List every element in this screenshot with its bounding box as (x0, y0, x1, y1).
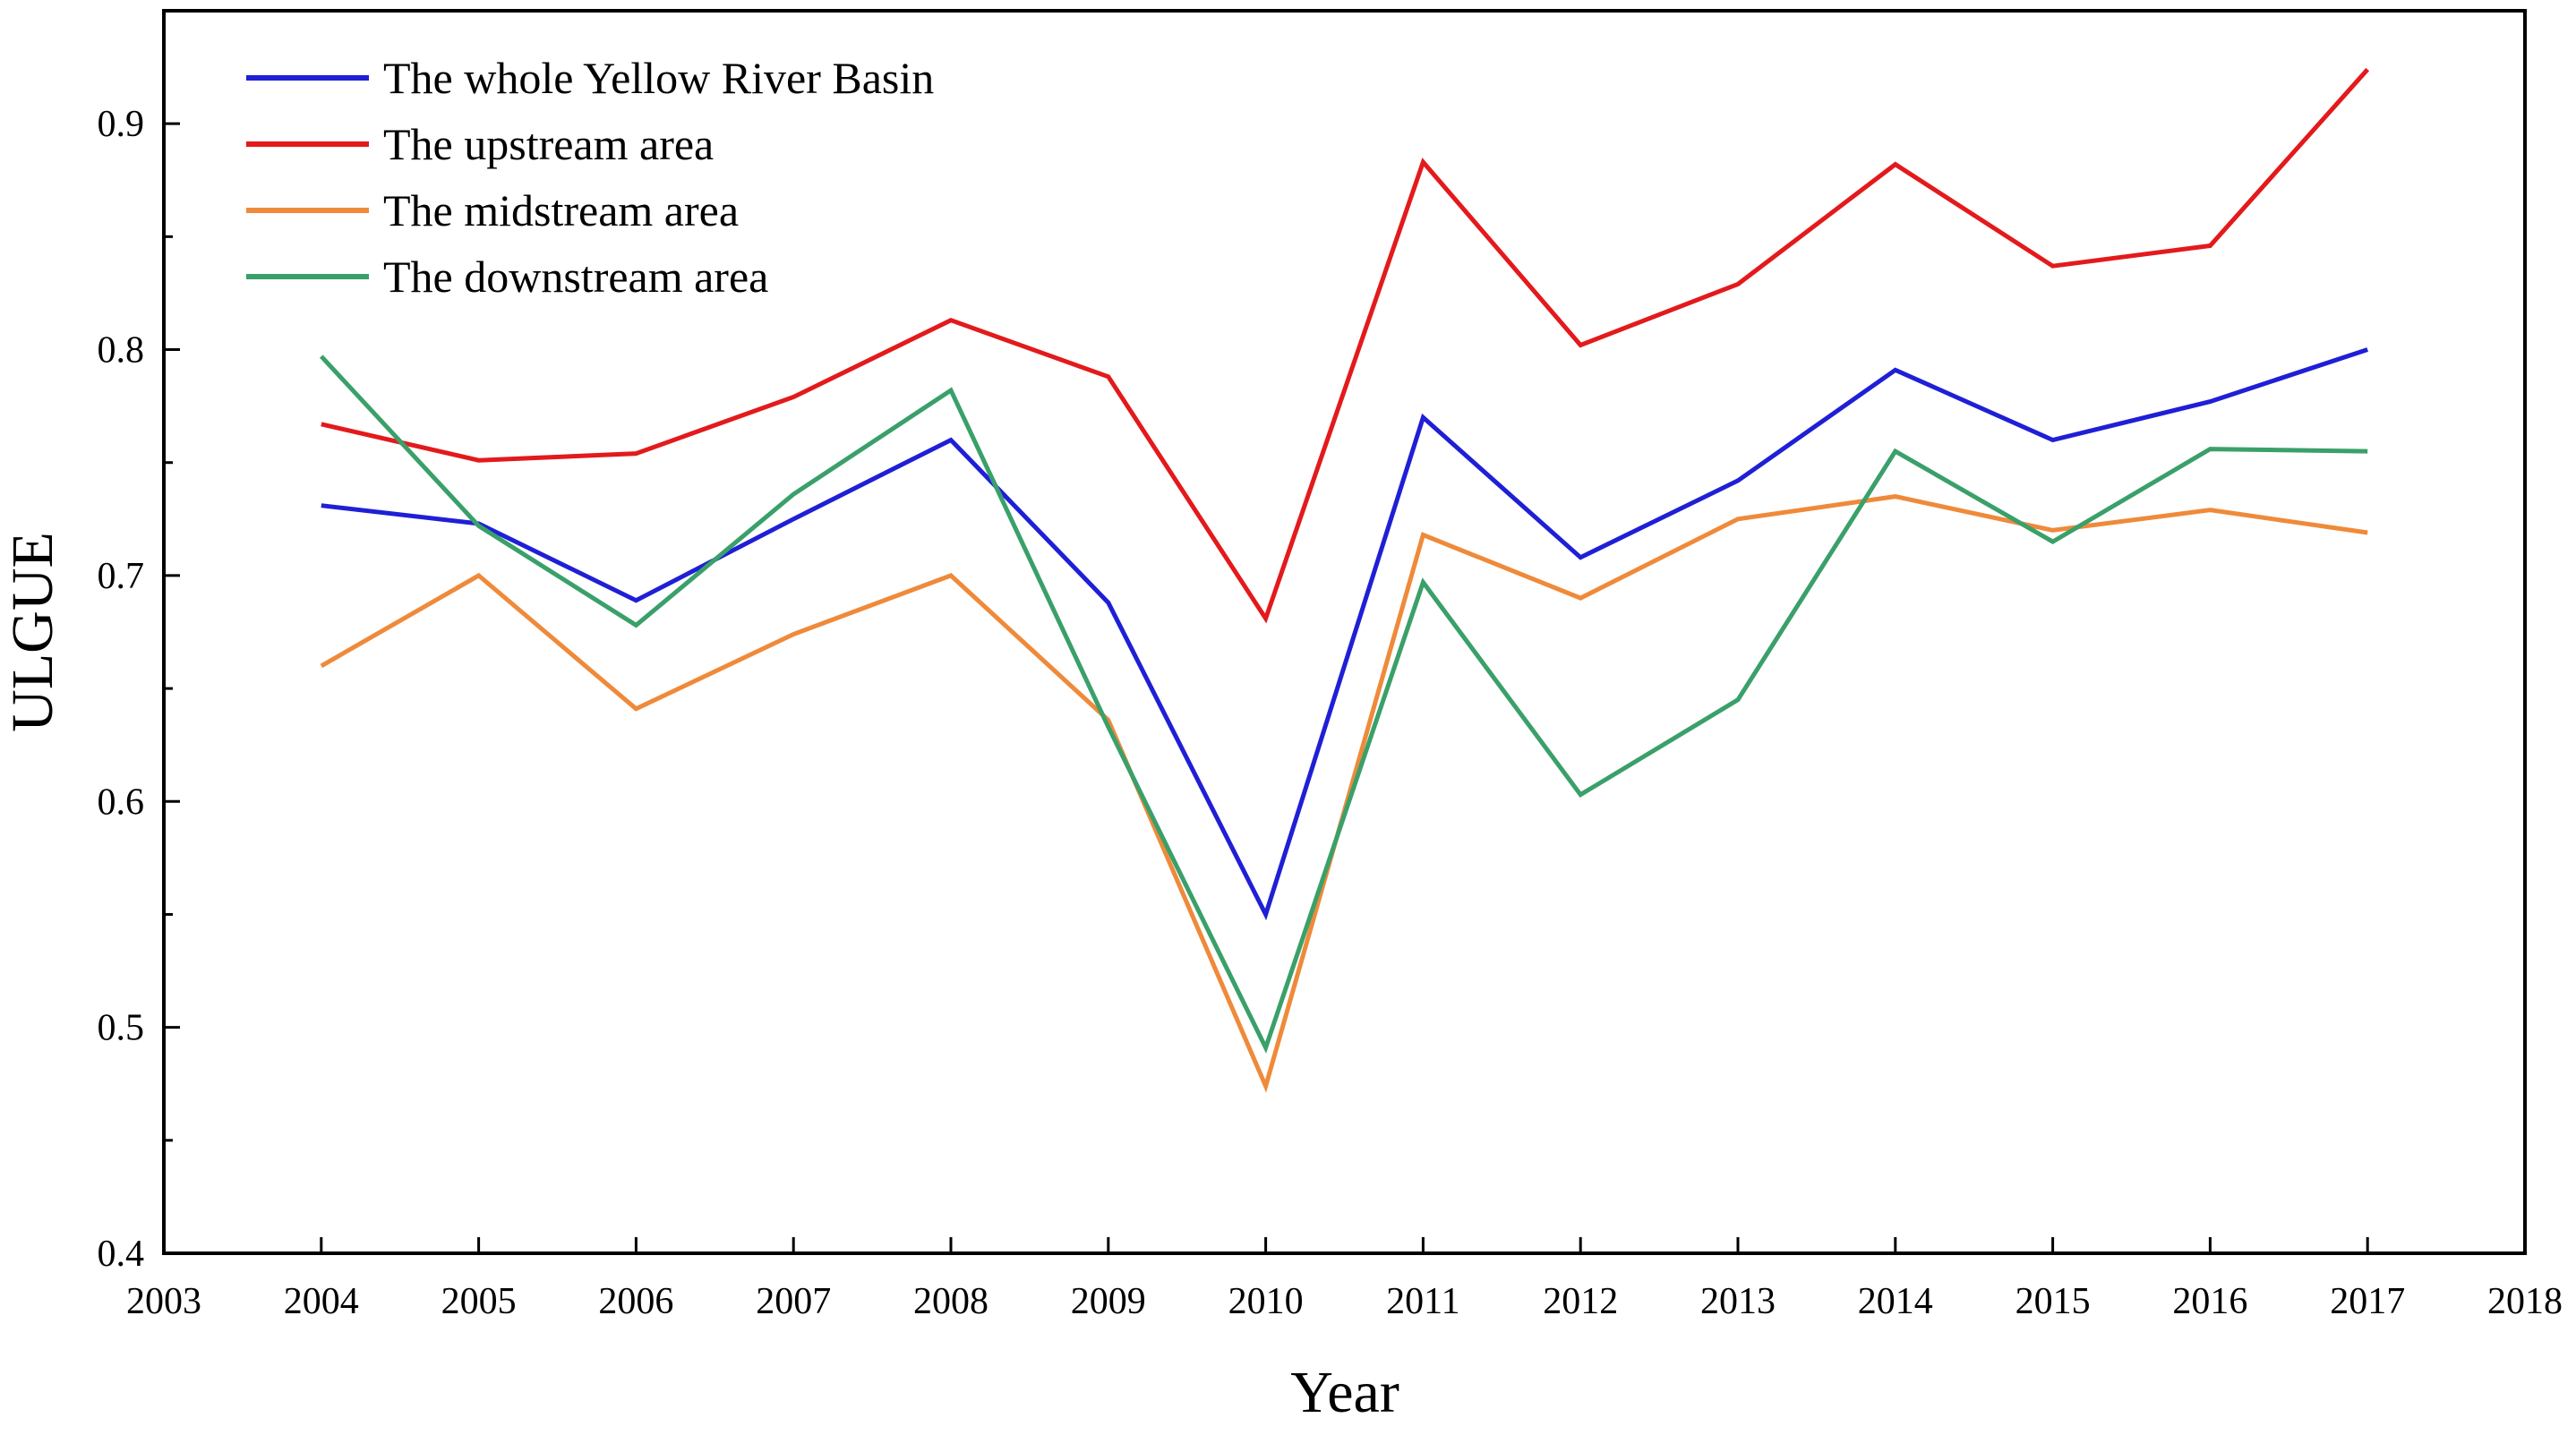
x-tick-label: 2006 (598, 1281, 673, 1322)
x-tick-label: 2013 (1700, 1281, 1776, 1322)
y-tick-label: 0.7 (98, 556, 145, 597)
series-line-1 (321, 347, 2368, 921)
legend-label-1: The whole Yellow River Basin (383, 53, 934, 103)
series-line-2 (321, 67, 2370, 624)
x-axis-title: Year (1290, 1360, 1399, 1425)
plot-frame (162, 9, 2527, 1255)
x-tick-label: 2017 (2330, 1281, 2405, 1322)
y-axis-ticks: 0.4 0.5 0.6 0.7 0.8 0.9 (98, 9, 180, 1275)
series-line-4 (319, 354, 2368, 1054)
series-line-3 (320, 494, 2368, 1093)
x-tick-label: 2005 (441, 1281, 517, 1322)
x-tick-label: 2007 (756, 1281, 831, 1322)
legend-label-3: The midstream area (383, 185, 739, 235)
y-tick-label: 0.4 (98, 1234, 145, 1275)
x-tick-label: 2010 (1228, 1281, 1304, 1322)
x-tick-label: 2016 (2172, 1281, 2247, 1322)
y-tick-label: 0.9 (98, 104, 145, 145)
x-tick-label: 2008 (913, 1281, 988, 1322)
series-layer (319, 67, 2370, 1093)
legend-label-4: The downstream area (383, 252, 768, 302)
legend: The whole Yellow River Basin The upstream… (246, 53, 934, 302)
x-axis-ticks: 2003 2004 2005 2006 2007 2008 2009 2010 2011 2012… (126, 1237, 2563, 1322)
y-axis-title: ULGUE (0, 532, 65, 732)
legend-label-2: The upstream area (383, 119, 714, 169)
x-tick-label: 2015 (2015, 1281, 2091, 1322)
x-tick-label: 2011 (1386, 1281, 1459, 1322)
y-tick-label: 0.8 (98, 330, 145, 372)
y-tick-label: 0.6 (98, 782, 145, 823)
x-tick-label: 2003 (126, 1281, 201, 1322)
y-tick-label: 0.5 (98, 1008, 145, 1049)
x-tick-label: 2014 (1858, 1281, 1933, 1322)
x-tick-label: 2009 (1071, 1281, 1146, 1322)
x-tick-label: 2012 (1543, 1281, 1618, 1322)
x-tick-label: 2004 (284, 1281, 359, 1322)
x-tick-label: 2018 (2487, 1281, 2563, 1322)
